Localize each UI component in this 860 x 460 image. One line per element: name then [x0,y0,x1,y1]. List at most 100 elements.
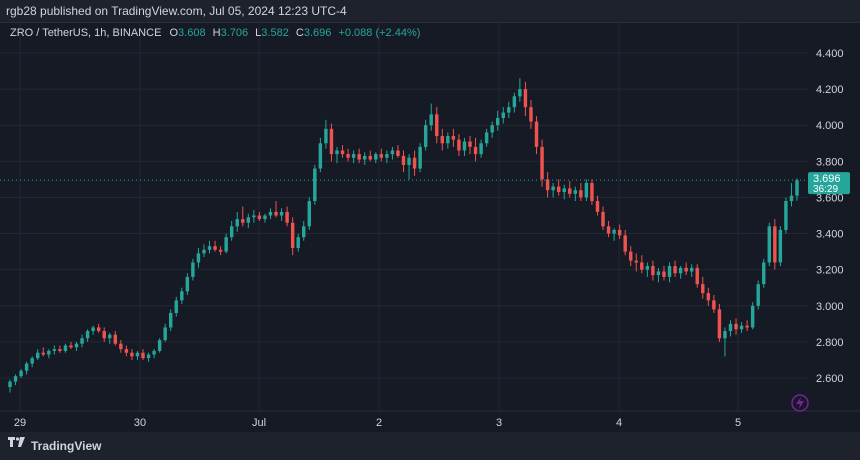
candle [296,233,300,252]
candle-body [146,354,151,359]
candle [512,92,517,113]
candle [468,136,472,155]
candle-body [795,180,799,196]
candle-body [135,352,140,357]
candle-body [213,246,217,250]
candle [479,139,483,158]
x-tick-label: 3 [496,417,502,429]
candle-body [784,201,788,230]
time-axis-bg [0,411,860,433]
candle-body [335,150,339,155]
candle-body [767,226,772,263]
candle [335,146,339,164]
x-tick-label: 30 [134,417,146,429]
candle [401,150,406,173]
candle [52,345,57,355]
candle [612,228,616,241]
tradingview-brand-text: TradingView [31,439,102,453]
candle [678,266,683,279]
candle-body [556,186,561,193]
low-value: 3.582 [261,27,289,39]
candle [529,99,533,129]
candle-body [678,267,683,274]
candle [290,217,295,256]
candle-body [47,350,51,355]
candle-body [418,146,422,169]
candle [407,154,411,180]
candle-body [789,195,794,202]
footer-bar: TradingView [0,432,860,460]
change-value: +0.088 (+2.44%) [338,27,421,39]
candle [224,233,228,254]
candle [573,186,578,202]
candle [274,201,278,218]
candle [634,253,638,272]
high-label: H [212,27,221,39]
y-tick-label: 2.600 [816,373,844,385]
candle [74,341,79,351]
candle [41,347,45,357]
candle [362,152,367,165]
candle-body [645,266,650,270]
candle [750,302,755,330]
candle-body [180,291,184,301]
candle-body [512,96,517,108]
candle-body [728,323,733,332]
candle [667,262,672,283]
candle-body [91,327,95,332]
candle-body [423,125,428,147]
candle-body [169,313,173,328]
lightning-icon-ring [791,394,809,412]
candle-body [551,186,555,191]
chart-panel[interactable]: 2.600 2.800 3.000 3.200 3.400 3.600 3.800 4.000… [0,22,860,433]
lightning-icon [791,394,809,412]
candle-body [446,136,450,144]
candle-body [174,300,178,313]
time-axis[interactable]: 29 30 Jul 2 3 4 5 [0,410,860,433]
candle-body [656,271,661,276]
candle-body [590,183,594,202]
candle [63,343,68,353]
candle-body [8,381,12,388]
last-price-value: 3.696 [813,173,841,185]
candle [185,273,190,295]
candle-body [63,345,68,351]
candle [473,137,478,162]
candle-body [640,262,644,270]
candle-body [157,340,162,351]
candle [457,134,461,156]
candle [169,309,173,332]
candle [235,211,239,232]
candle-body [274,211,278,216]
close-value: 3.696 [303,27,332,39]
candle-body [473,146,478,155]
candle [207,240,212,254]
candle [385,150,389,164]
symbol-name[interactable]: ZRO / TetherUS, 1h, BINANCE [10,27,162,39]
candle-body [268,211,273,216]
candle-body [13,376,18,382]
candle-body [451,136,456,140]
candle [545,172,550,198]
candle-body [185,276,190,292]
grid-lines [0,23,808,411]
symbol-legend[interactable]: ZRO / TetherUS, 1h, BINANCE O3.608 H3.70… [10,27,420,39]
candle-body [41,352,45,355]
candle-body [712,300,716,310]
candle [645,262,650,277]
open-label: O [169,27,179,39]
candle [241,206,245,227]
candle-body [279,211,284,216]
candle [534,116,539,155]
price-axis[interactable]: 2.600 2.800 3.000 3.200 3.400 3.600 3.800 4.000… [808,23,860,433]
candlestick-chart[interactable]: 2.600 2.800 3.000 3.200 3.400 3.600 3.800 4.000… [0,23,860,433]
candle [396,145,400,158]
candle [540,139,544,187]
candle [80,334,84,348]
candle [446,132,450,149]
tradingview-brand[interactable]: TradingView [8,432,101,460]
candle-body [667,266,672,277]
candle-body [396,150,400,156]
candle-body [534,121,539,147]
